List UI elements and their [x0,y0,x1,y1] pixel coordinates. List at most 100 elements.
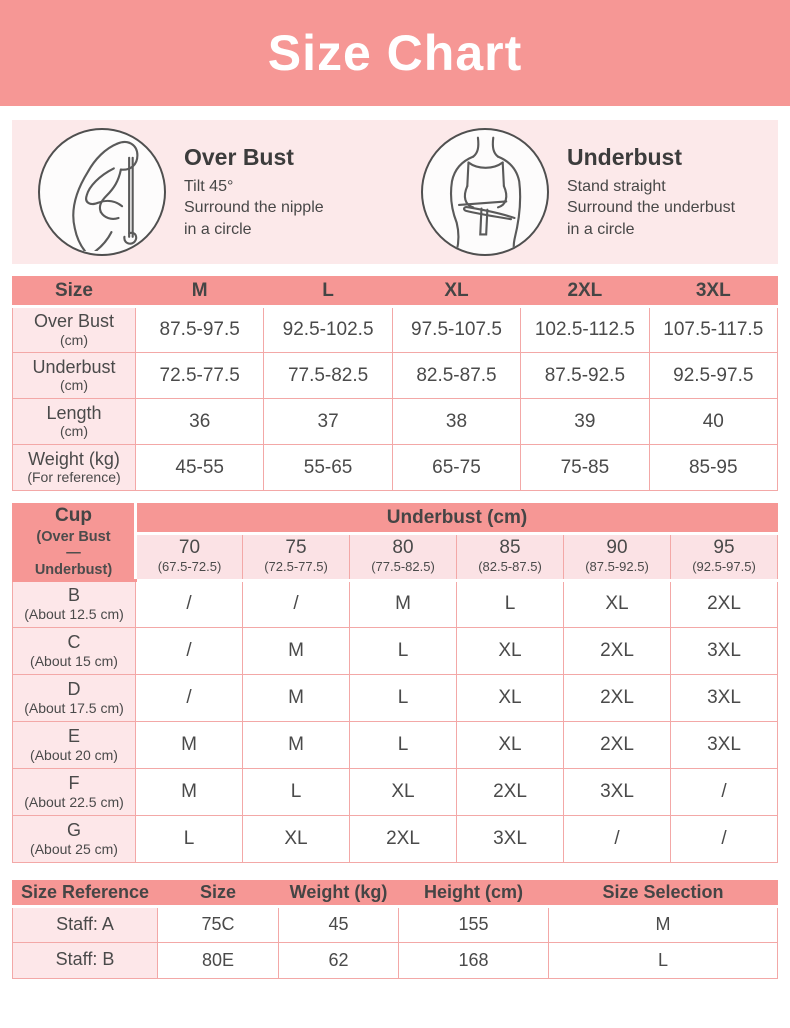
reference-cell: 80E [157,941,279,979]
size-table-row-label: Weight (kg) (For reference) [12,444,136,491]
cup-cell: XL [456,626,564,675]
cup-cell: 3XL [563,767,671,816]
cup-cell: 2XL [349,814,457,863]
reference-cell: 62 [278,941,399,979]
table-row: D (About 17.5 cm) / M L XL 2XL 3XL [12,673,778,722]
cup-cell: L [349,720,457,769]
overbust-figure-icon [38,128,166,256]
guide-line: in a circle [567,220,635,238]
size-table-cell: 85-95 [648,444,779,491]
size-table-header-row: Size M L XL 2XL 3XL [12,276,779,308]
size-table-row-label: Underbust (cm) [12,352,136,399]
table-row: Length (cm) 36 37 38 39 40 [12,398,779,445]
table-row: Staff: A 75C 45 155 M [12,905,778,943]
cup-col-header: 80 (77.5-82.5) [349,533,457,582]
reference-header-cell: Height (cm) [398,879,549,908]
table-row: G (About 25 cm) L XL 2XL 3XL / / [12,814,778,863]
table-row: Staff: B 80E 62 168 L [12,941,778,979]
reference-header-cell: Size [157,879,279,908]
size-table-row-label: Over Bust (cm) [12,306,136,353]
guide-underbust-text: Underbust Stand straight Surround the un… [567,144,735,239]
cup-cell: 3XL [456,814,564,863]
cup-col-header: 70 (67.5-72.5) [135,533,243,582]
guide-title: Underbust [567,144,682,171]
size-table: Size M L XL 2XL 3XL Over Bust (cm) 87.5-… [12,276,779,491]
size-table-header-cell: 3XL [648,276,779,308]
size-table-cell: 65-75 [391,444,522,491]
cup-row-label: B (About 12.5 cm) [12,579,136,628]
size-table-cell: 92.5-102.5 [263,306,393,353]
size-table-header-cell: Size [12,276,136,308]
size-table-cell: 97.5-107.5 [391,306,522,353]
cup-cell: / [670,814,778,863]
reference-cell: 75C [157,905,279,943]
size-table-row-label: Length (cm) [12,398,136,445]
size-table-cell: 87.5-92.5 [520,352,650,399]
reference-header-cell: Weight (kg) [278,879,399,908]
cup-cell: 3XL [670,673,778,722]
cup-cell: L [349,673,457,722]
size-table-header-cell: L [263,276,393,308]
cup-col-header: 90 (87.5-92.5) [563,533,671,582]
reference-cell: 155 [398,905,549,943]
cup-cell: / [135,626,243,675]
reference-table: Size Reference Size Weight (kg) Height (… [12,879,778,979]
cup-cell: 2XL [456,767,564,816]
table-row: Underbust (cm) 72.5-77.5 77.5-82.5 82.5-… [12,352,779,399]
reference-row-label: Staff: A [12,905,158,943]
cup-row-label: C (About 15 cm) [12,626,136,675]
size-table-cell: 36 [134,398,265,445]
cup-cell: L [349,626,457,675]
guide-overbust-text: Over Bust Tilt 45° Surround the nipple i… [184,144,324,239]
cup-cell: M [349,579,457,628]
guide-underbust: Underbust Stand straight Surround the un… [395,128,778,256]
underbust-figure-icon [421,128,549,256]
cup-col-header: 75 (72.5-77.5) [242,533,350,582]
cup-cell: 2XL [563,673,671,722]
guide-overbust: Over Bust Tilt 45° Surround the nipple i… [12,128,395,256]
guide-line: Stand straight [567,178,666,196]
cup-cell: M [135,767,243,816]
guide-line: Tilt 45° [184,178,234,196]
size-table-cell: 75-85 [520,444,650,491]
page-header: Size Chart [0,0,790,106]
cup-subheader-row: 70 (67.5-72.5) 75 (72.5-77.5) 80 (77.5-8… [13,533,778,582]
cup-row-label: E (About 20 cm) [12,720,136,769]
guide-line: in a circle [184,220,252,238]
size-table-header-cell: 2XL [520,276,650,308]
cup-cell: / [563,814,671,863]
size-table-cell: 102.5-112.5 [520,306,650,353]
cup-cell: / [135,579,243,628]
size-table-cell: 38 [391,398,522,445]
size-table-cell: 40 [648,398,779,445]
cup-cell: XL [349,767,457,816]
reference-header-cell: Size Reference [12,879,158,908]
guide-title: Over Bust [184,144,294,171]
cup-row-label: D (About 17.5 cm) [12,673,136,722]
cup-table-header-row: Cup (Over Bust — Underbust) Underbust (c… [12,502,778,582]
table-row: B (About 12.5 cm) / / M L XL 2XL [12,579,778,628]
reference-header-cell: Size Selection [548,879,778,908]
size-table-cell: 87.5-97.5 [134,306,265,353]
size-table-cell: 72.5-77.5 [134,352,265,399]
reference-cell: 45 [278,905,399,943]
cup-cell: L [242,767,350,816]
table-row: Over Bust (cm) 87.5-97.5 92.5-102.5 97.5… [12,306,779,353]
measure-guide-panel: Over Bust Tilt 45° Surround the nipple i… [12,120,778,264]
size-table-cell: 55-65 [263,444,393,491]
cup-cell: M [242,626,350,675]
cup-cell: / [242,579,350,628]
cup-row-label: G (About 25 cm) [12,814,136,863]
guide-line: Surround the nipple [184,199,324,217]
size-table-cell: 37 [263,398,393,445]
cup-corner-cell: Cup (Over Bust — Underbust) [12,503,137,582]
size-table-header-cell: XL [391,276,522,308]
cup-table: Cup (Over Bust — Underbust) Underbust (c… [12,502,778,863]
size-table-cell: 77.5-82.5 [263,352,393,399]
cup-cell: XL [456,673,564,722]
size-table-cell: 39 [520,398,650,445]
reference-cell: M [548,905,778,943]
underbust-span-header: Underbust (cm) [135,502,778,536]
cup-cell: L [456,579,564,628]
table-row: E (About 20 cm) M M L XL 2XL 3XL [12,720,778,769]
